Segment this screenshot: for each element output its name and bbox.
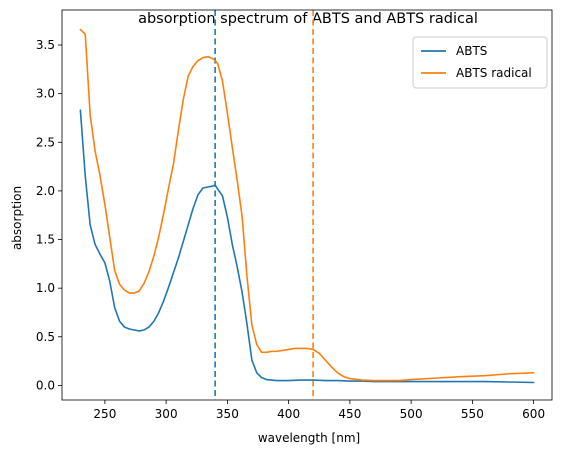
series-line-abts	[79, 109, 535, 384]
legend-label-abts: ABTS	[456, 44, 487, 58]
series-line-abts-radical	[79, 28, 535, 382]
y-axis-label: absorption	[10, 186, 24, 250]
x-tick-label: 600	[522, 407, 545, 421]
y-tick-label: 2.0	[36, 184, 55, 198]
plot-frame	[61, 9, 553, 401]
y-tick-label: 3.0	[36, 87, 55, 101]
x-tick-label: 350	[216, 407, 239, 421]
y-tick-label: 2.5	[36, 135, 55, 149]
legend-label-abts-radical: ABTS radical	[456, 66, 532, 80]
x-tick-label: 550	[461, 407, 484, 421]
plot-area	[61, 9, 553, 401]
x-tick-label: 450	[338, 407, 361, 421]
y-tick-label: 3.5	[36, 38, 55, 52]
chart-title: absorption spectrum of ABTS and ABTS rad…	[138, 11, 478, 27]
y-tick-label: 1.0	[36, 281, 55, 295]
x-tick-label: 250	[93, 407, 116, 421]
x-tick-label: 400	[277, 407, 300, 421]
y-tick-label: 1.5	[36, 233, 55, 247]
x-axis: 250 300 350 400 450 500 550 600	[93, 400, 545, 421]
x-axis-label: wavelength [nm]	[258, 431, 360, 445]
y-tick-label: 0.0	[36, 378, 55, 392]
x-tick-label: 300	[155, 407, 178, 421]
series-lines	[79, 28, 535, 384]
legend: ABTS ABTS radical	[412, 36, 548, 89]
y-axis: 0.0 0.5 1.0 1.5 2.0 2.5 3.0 3.5	[36, 38, 62, 392]
legend-box	[412, 36, 548, 89]
reference-lines	[214, 10, 314, 400]
y-tick-label: 0.5	[36, 330, 55, 344]
x-tick-label: 500	[400, 407, 423, 421]
